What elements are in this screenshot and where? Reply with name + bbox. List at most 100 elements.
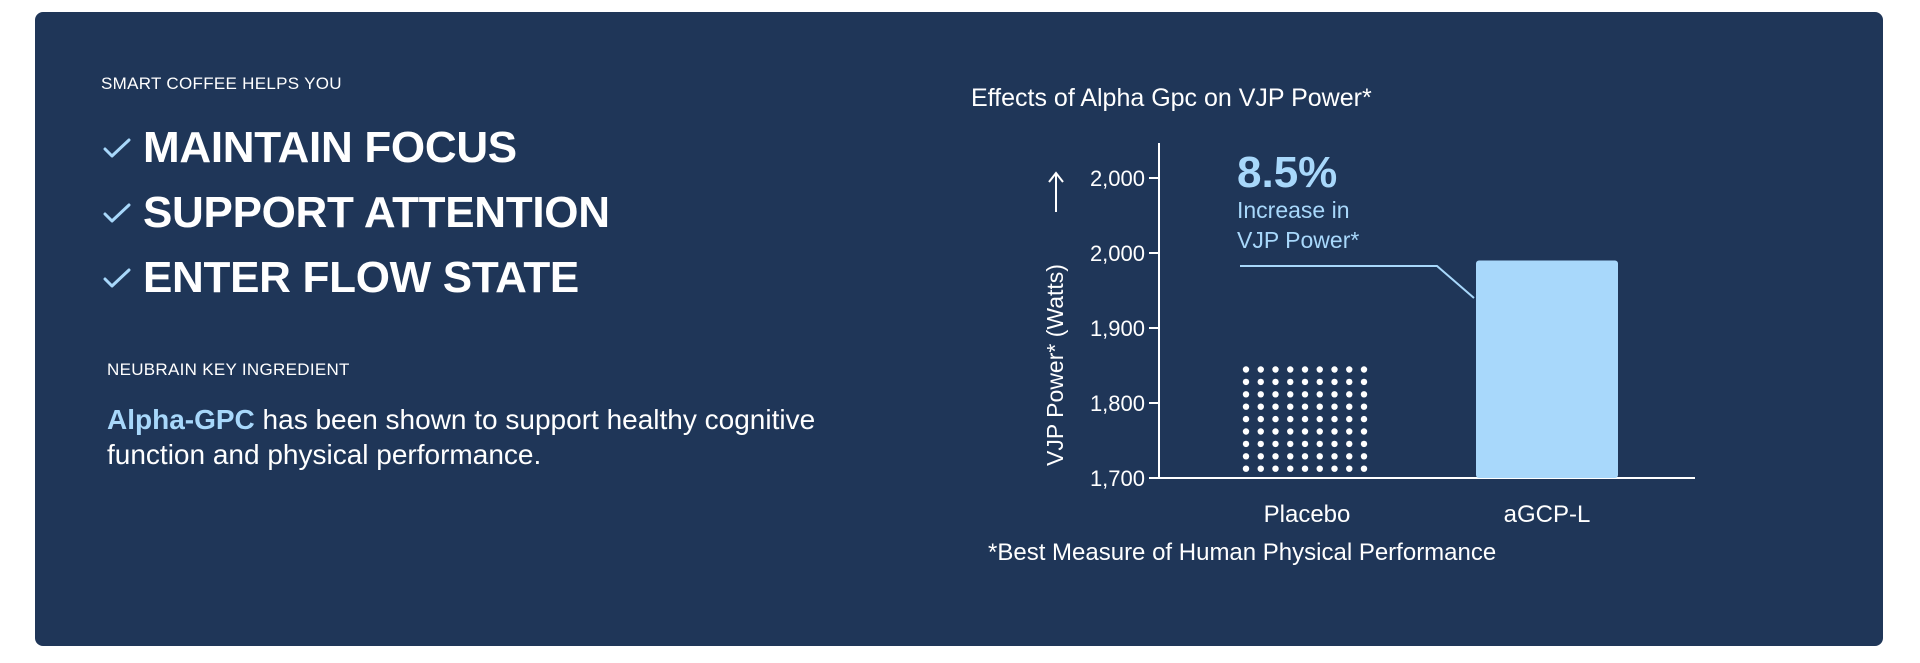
bar-placebo-dot <box>1316 366 1323 373</box>
benefit-label: MAINTAIN FOCUS <box>143 123 517 172</box>
bar-placebo-dot <box>1360 378 1368 386</box>
bar-placebo-dot <box>1257 403 1264 410</box>
bar-placebo-dot <box>1287 403 1294 410</box>
bar-placebo-dot <box>1257 428 1264 435</box>
y-axis-label: VJP Power* (Watts) <box>1042 264 1068 466</box>
bar-placebo-dot <box>1272 453 1279 460</box>
bar-placebo-dot <box>1272 415 1279 423</box>
bar-placebo-dot <box>1257 465 1264 472</box>
ingredient-description: Alpha-GPC has been shown to support heal… <box>107 402 887 472</box>
bar-placebo-dot <box>1272 428 1279 435</box>
bar-placebo-dot <box>1242 391 1250 398</box>
bar-placebo-dot <box>1242 366 1250 373</box>
bar-placebo-dot <box>1360 440 1368 448</box>
bar-placebo-dot <box>1331 391 1338 398</box>
ingredient-eyebrow: NEUBRAIN KEY INGREDIENT <box>107 360 350 379</box>
benefit-label: ENTER FLOW STATE <box>143 253 579 302</box>
chart-footnote: *Best Measure of Human Physical Performa… <box>988 539 1497 566</box>
bar-placebo-dot <box>1257 453 1264 460</box>
bar-chart: Effects of Alpha Gpc on VJP Power* 1,700… <box>971 52 1751 612</box>
bar-placebo-dot <box>1272 403 1279 410</box>
bar-placebo-dot <box>1301 415 1309 423</box>
bar-placebo-dot <box>1360 366 1368 373</box>
benefit-item: ENTER FLOW STATE <box>101 253 579 303</box>
bar-placebo-dot <box>1257 391 1264 398</box>
bar-placebo-dot <box>1316 440 1323 448</box>
bar-placebo-dot <box>1287 453 1294 460</box>
bar-placebo-dot <box>1242 378 1250 386</box>
bar-placebo-dot <box>1331 366 1338 373</box>
bar-placebo-dot <box>1316 415 1323 423</box>
ingredient-name: Alpha-GPC <box>107 404 255 435</box>
bar-placebo-dot <box>1346 403 1353 410</box>
bar-placebo-dot <box>1287 378 1294 386</box>
check-icon <box>103 268 131 288</box>
bar-placebo-dot <box>1301 453 1309 460</box>
bar-placebo-dot <box>1257 415 1264 423</box>
check-icon <box>103 203 131 223</box>
benefit-item: SUPPORT ATTENTION <box>101 188 610 238</box>
bar-placebo-dot <box>1331 465 1338 472</box>
bar-placebo-dot <box>1257 378 1264 386</box>
chart-title: Effects of Alpha Gpc on VJP Power* <box>971 84 1372 112</box>
y-tick-label: 1,800 <box>1090 391 1145 416</box>
bar-placebo-dot <box>1346 465 1353 472</box>
bar-placebo-dot <box>1257 366 1264 373</box>
bar-placebo-dot <box>1331 415 1338 423</box>
bar-placebo-dot <box>1360 465 1368 472</box>
benefit-label: SUPPORT ATTENTION <box>143 188 610 237</box>
bar-placebo-dot <box>1301 465 1309 472</box>
eyebrow-label: SMART COFFEE HELPS YOU <box>101 74 342 93</box>
bar-placebo <box>1242 366 1368 472</box>
bar-placebo-dot <box>1301 440 1309 448</box>
bar-placebo-dot <box>1346 415 1353 423</box>
bar-placebo-dot <box>1360 403 1368 410</box>
bar-placebo-dot <box>1287 465 1294 472</box>
bar-placebo-dot <box>1316 403 1323 410</box>
hero-panel: SMART COFFEE HELPS YOU MAINTAIN FOCUS SU… <box>35 12 1883 646</box>
bar-placebo-dot <box>1360 391 1368 398</box>
bar-placebo-dot <box>1331 453 1338 460</box>
check-icon <box>103 138 131 158</box>
bar-agcp-l <box>1476 260 1618 478</box>
y-tick-label: 2,000 <box>1090 241 1145 266</box>
annotation-text: VJP Power* <box>1237 227 1359 253</box>
bar-placebo-dot <box>1360 415 1368 423</box>
bar-placebo-dot <box>1287 366 1294 373</box>
bar-placebo-dot <box>1242 428 1250 435</box>
bar-placebo-dot <box>1272 378 1279 386</box>
bar-placebo-dot <box>1301 428 1309 435</box>
bar-placebo-dot <box>1287 415 1294 423</box>
bar-placebo-dot <box>1346 453 1353 460</box>
x-tick-label: Placebo <box>1264 501 1351 528</box>
bar-placebo-dot <box>1242 453 1250 460</box>
bar-placebo-dot <box>1301 366 1309 373</box>
bar-placebo-dot <box>1331 403 1338 410</box>
y-tick-label: 1,900 <box>1090 316 1145 341</box>
bar-placebo-dot <box>1316 391 1323 398</box>
bar-placebo-dot <box>1301 403 1309 410</box>
bar-placebo-dot <box>1257 440 1264 448</box>
annotation-value: 8.5% <box>1237 148 1337 197</box>
bar-placebo-dot <box>1331 378 1338 386</box>
bar-placebo-dot <box>1316 428 1323 435</box>
bar-placebo-dot <box>1242 403 1250 410</box>
bar-placebo-dot <box>1346 440 1353 448</box>
bar-placebo-dot <box>1331 440 1338 448</box>
annotation-leader-line <box>1240 265 1475 299</box>
bar-placebo-dot <box>1346 378 1353 386</box>
bar-placebo-dot <box>1287 440 1294 448</box>
benefit-item: MAINTAIN FOCUS <box>101 123 517 173</box>
bar-placebo-dot <box>1360 428 1368 435</box>
bar-placebo-dot <box>1331 428 1338 435</box>
bar-placebo-dot <box>1242 440 1250 448</box>
bar-placebo-dot <box>1346 428 1353 435</box>
arrow-up-icon-head <box>1048 171 1064 183</box>
bar-placebo-dot <box>1242 465 1250 472</box>
bar-placebo-dot <box>1316 465 1323 472</box>
ingredient-description-text: has been shown to support healthy cognit… <box>107 404 816 470</box>
bar-placebo-dot <box>1316 453 1323 460</box>
annotation-text: Increase in <box>1237 197 1350 223</box>
bar-placebo-dot <box>1360 453 1368 460</box>
bar-placebo-dot <box>1301 391 1309 398</box>
